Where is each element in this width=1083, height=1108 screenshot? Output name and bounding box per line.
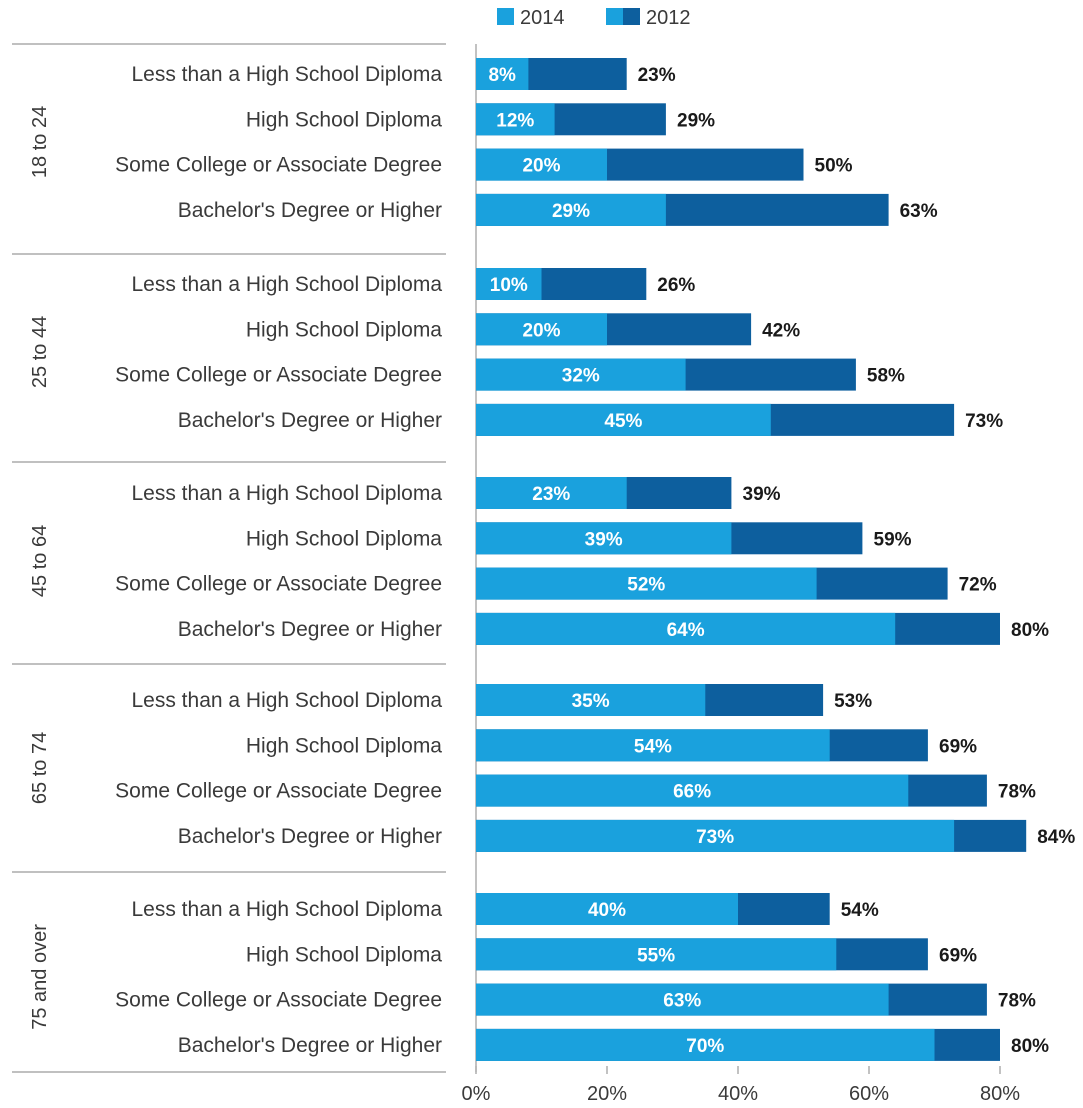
bar-label-2012: 53%	[834, 691, 872, 712]
bar-label-2012: 63%	[900, 201, 938, 222]
bar-2014	[476, 729, 830, 762]
bar-label-2012: 78%	[998, 991, 1036, 1012]
category-label: Less than a High School Diploma	[131, 273, 442, 296]
legend-swatch-2012-dark	[623, 8, 640, 25]
bar-label-2012: 73%	[965, 411, 1003, 432]
bar-label-2012: 80%	[1011, 620, 1049, 641]
category-label: Bachelor's Degree or Higher	[178, 1034, 442, 1057]
bar-2014	[476, 1028, 935, 1061]
category-label: Bachelor's Degree or Higher	[178, 199, 442, 222]
category-label: High School Diploma	[246, 734, 442, 757]
bar-label-2014: 54%	[634, 736, 672, 757]
bar-2014	[476, 148, 607, 181]
bar-label-2012: 23%	[638, 65, 676, 86]
legend-label-2012: 2012	[646, 7, 691, 29]
bar-label-2014: 52%	[627, 575, 665, 596]
bar-2014	[476, 893, 738, 925]
category-label: Some College or Associate Degree	[115, 364, 442, 387]
category-label: Less than a High School Diploma	[131, 482, 442, 505]
bar-label-2014: 12%	[496, 110, 534, 131]
bar-label-2014: 8%	[488, 65, 516, 86]
bar-label-2014: 63%	[663, 991, 701, 1012]
bar-label-2012: 84%	[1037, 827, 1075, 848]
category-label: High School Diploma	[246, 527, 442, 550]
bar-label-2012: 80%	[1011, 1036, 1049, 1057]
bar-label-2014: 29%	[552, 201, 590, 222]
bar-label-2012: 39%	[743, 484, 781, 505]
bar-label-2012: 78%	[998, 782, 1036, 803]
bar-2014	[476, 819, 955, 852]
bar-label-2012: 69%	[939, 736, 977, 757]
plot-area: 18 to 24 Less than a High School Diploma 8…	[12, 43, 1075, 1105]
bar-label-2014: 20%	[522, 156, 560, 177]
category-label: High School Diploma	[246, 943, 442, 966]
bar-label-2012: 59%	[874, 529, 912, 550]
category-label: Some College or Associate Degree	[115, 154, 442, 177]
bar-label-2012: 42%	[762, 320, 800, 341]
bar-label-2014: 55%	[637, 945, 675, 966]
category-label: Some College or Associate Degree	[115, 989, 442, 1012]
bar-2014	[476, 983, 889, 1016]
x-tick-label: 0%	[462, 1083, 491, 1105]
bar-label-2012: 54%	[841, 900, 879, 921]
legend-label-2014: 2014	[520, 7, 565, 29]
category-label: Bachelor's Degree or Higher	[178, 618, 442, 641]
bar-label-2012: 26%	[657, 275, 695, 296]
legend-swatch-2012-light	[606, 8, 623, 25]
bar-label-2014: 39%	[585, 529, 623, 550]
bar-label-2012: 29%	[677, 110, 715, 131]
bar-label-2014: 64%	[667, 620, 705, 641]
bar-label-2014: 45%	[604, 411, 642, 432]
bar-label-2012: 50%	[815, 156, 853, 177]
bar-2014	[476, 774, 909, 807]
x-tick-label: 20%	[587, 1083, 627, 1105]
bar-2014	[476, 313, 607, 346]
bar-2014	[476, 522, 732, 555]
bar-label-2014: 70%	[686, 1036, 724, 1057]
category-label: Less than a High School Diploma	[131, 898, 442, 921]
bar-label-2014: 40%	[588, 900, 626, 921]
bar-2014	[476, 567, 817, 600]
bar-2014	[476, 477, 627, 509]
category-label: Some College or Associate Degree	[115, 780, 442, 803]
legend: 2014 2012	[497, 7, 691, 29]
x-tick-label: 80%	[980, 1083, 1020, 1105]
bar-label-2014: 23%	[532, 484, 570, 505]
bar-label-2014: 73%	[696, 827, 734, 848]
category-label: Less than a High School Diploma	[131, 689, 442, 712]
category-label: Less than a High School Diploma	[131, 63, 442, 86]
bar-2014	[476, 193, 666, 226]
bar-label-2014: 35%	[572, 691, 610, 712]
legend-swatch-2014	[497, 8, 514, 25]
bar-2014	[476, 938, 837, 971]
bar-label-2012: 72%	[959, 575, 997, 596]
category-label: Bachelor's Degree or Higher	[178, 409, 442, 432]
bar-label-2014: 32%	[562, 366, 600, 387]
bar-label-2014: 20%	[522, 320, 560, 341]
group-label: 45 to 64	[29, 525, 51, 597]
category-label: High School Diploma	[246, 108, 442, 131]
category-label: Bachelor's Degree or Higher	[178, 825, 442, 848]
x-tick-label: 60%	[849, 1083, 889, 1105]
bar-label-2014: 66%	[673, 782, 711, 803]
bar-2014	[476, 103, 555, 136]
bar-label-2014: 10%	[490, 275, 528, 296]
bar-2014	[476, 403, 771, 436]
group-label: 65 to 74	[29, 732, 51, 804]
bar-2014	[476, 58, 529, 90]
category-label: Some College or Associate Degree	[115, 573, 442, 596]
bar-2014	[476, 684, 706, 716]
bar-2014	[476, 612, 896, 645]
bar-2014	[476, 268, 542, 300]
bar-2014	[476, 358, 686, 391]
category-label: High School Diploma	[246, 318, 442, 341]
x-tick-label: 40%	[718, 1083, 758, 1105]
group-label: 75 and over	[29, 924, 51, 1030]
group-label: 25 to 44	[29, 316, 51, 388]
bar-label-2012: 69%	[939, 945, 977, 966]
group-label: 18 to 24	[29, 106, 51, 178]
bar-label-2012: 58%	[867, 366, 905, 387]
